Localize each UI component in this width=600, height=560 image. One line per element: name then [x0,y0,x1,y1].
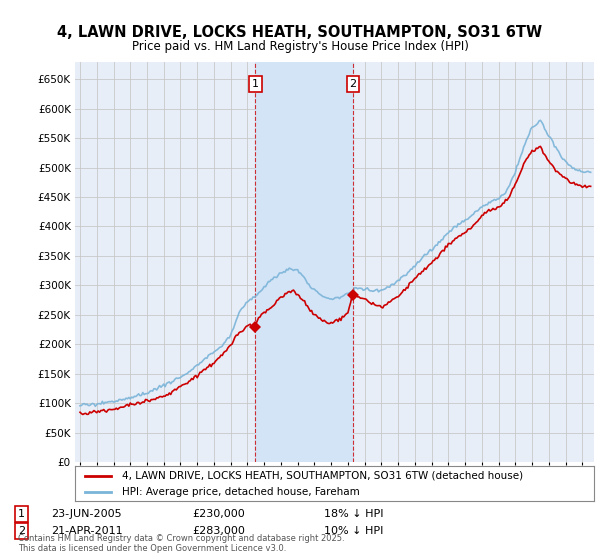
Text: 2: 2 [349,80,356,89]
Text: 21-APR-2011: 21-APR-2011 [51,526,122,536]
Text: 18% ↓ HPI: 18% ↓ HPI [324,509,383,519]
Text: 1: 1 [252,80,259,89]
Text: HPI: Average price, detached house, Fareham: HPI: Average price, detached house, Fare… [122,487,359,497]
Text: 4, LAWN DRIVE, LOCKS HEATH, SOUTHAMPTON, SO31 6TW (detached house): 4, LAWN DRIVE, LOCKS HEATH, SOUTHAMPTON,… [122,471,523,481]
Text: Contains HM Land Registry data © Crown copyright and database right 2025.
This d: Contains HM Land Registry data © Crown c… [18,534,344,553]
Bar [256,62,353,462]
Text: £283,000: £283,000 [192,526,245,536]
Text: 2: 2 [18,526,25,536]
Text: 4, LAWN DRIVE, LOCKS HEATH, SOUTHAMPTON, SO31 6TW: 4, LAWN DRIVE, LOCKS HEATH, SOUTHAMPTON,… [58,25,542,40]
Text: 1: 1 [18,509,25,519]
Text: £230,000: £230,000 [192,509,245,519]
Text: 10% ↓ HPI: 10% ↓ HPI [324,526,383,536]
Text: 23-JUN-2005: 23-JUN-2005 [51,509,122,519]
Text: Price paid vs. HM Land Registry's House Price Index (HPI): Price paid vs. HM Land Registry's House … [131,40,469,53]
